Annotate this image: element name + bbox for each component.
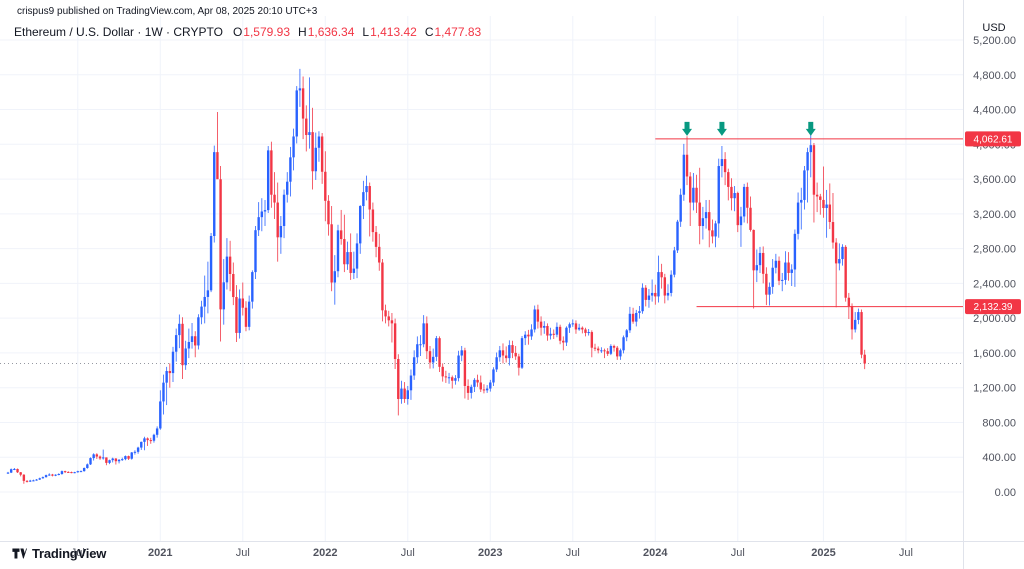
price-tick-label: 2,400.00 [973,278,1016,290]
time-tick-label: Jul [71,547,85,559]
price-tick-label: 2,000.00 [973,313,1016,325]
price-tick-label: 5,200.00 [973,35,1016,47]
price-tick-label: 0.00 [995,487,1016,499]
time-tick-label: 2025 [811,547,835,559]
price-tick-label: 3,600.00 [973,174,1016,186]
time-tick-label: 2024 [643,547,668,559]
price-line-badge-label: 2,132.39 [974,302,1013,313]
ohlc-open: O1,579.93 [232,25,291,39]
price-tick-label: 4,400.00 [973,105,1016,117]
time-tick-label: Jul [401,547,415,559]
time-axis-labels: Jul 2021 Jul 2022 Jul 2023 Jul 2024 Jul 2025 Jul [71,547,913,559]
time-tick-label: 2022 [313,547,337,559]
time-tick-label: 2021 [148,547,172,559]
price-line-badge[interactable] [965,131,1021,147]
price-axis-currency: USD [982,22,1006,34]
time-tick-label: Jul [236,547,250,559]
grid-layer [0,16,963,541]
price-tick-label: 3,200.00 [973,209,1016,221]
price-tick-label: 400.00 [982,452,1016,464]
arrow-down-marker[interactable] [682,121,693,136]
time-tick-label: Jul [566,547,580,559]
price-tick-label: 1,600.00 [973,348,1016,360]
symbol-legend: Ethereum / U.S. Dollar · 1W · CRYPTO O1,… [14,25,481,39]
price-tick-label: 1,200.00 [973,383,1016,395]
symbol-title[interactable]: Ethereum / U.S. Dollar · 1W · CRYPTO [14,25,223,39]
tradingview-footer[interactable]: TradingView [12,546,106,561]
price-tick-label: 4,800.00 [973,70,1016,82]
publish-info: crispus9 published on TradingView.com, A… [17,6,318,17]
time-tick-label: 2023 [478,547,502,559]
tradingview-brand: TradingView [32,546,107,561]
time-tick-label: Jul [731,547,745,559]
time-tick-label: Jul [899,547,913,559]
ohlc-low: L1,413.42 [362,25,417,39]
candles-layer [6,68,866,484]
arrow-down-marker[interactable] [716,121,727,136]
tradingview-logo [12,548,27,559]
price-tick-label: 2,800.00 [973,244,1016,256]
price-line-badge-label: 4,062.61 [974,134,1013,145]
arrow-down-marker[interactable] [805,121,816,136]
ohlc-values: O1,579.93 H1,636.34 L1,413.42 C1,477.83 [233,25,481,39]
ohlc-high: H1,636.34 [298,25,355,39]
price-tick-label: 800.00 [982,417,1016,429]
ohlc-close: C1,477.83 [424,25,482,39]
price-line-badge[interactable] [965,299,1021,315]
price-axis-labels: 5,200.004,800.004,400.004,000.003,600.00… [973,35,1016,499]
